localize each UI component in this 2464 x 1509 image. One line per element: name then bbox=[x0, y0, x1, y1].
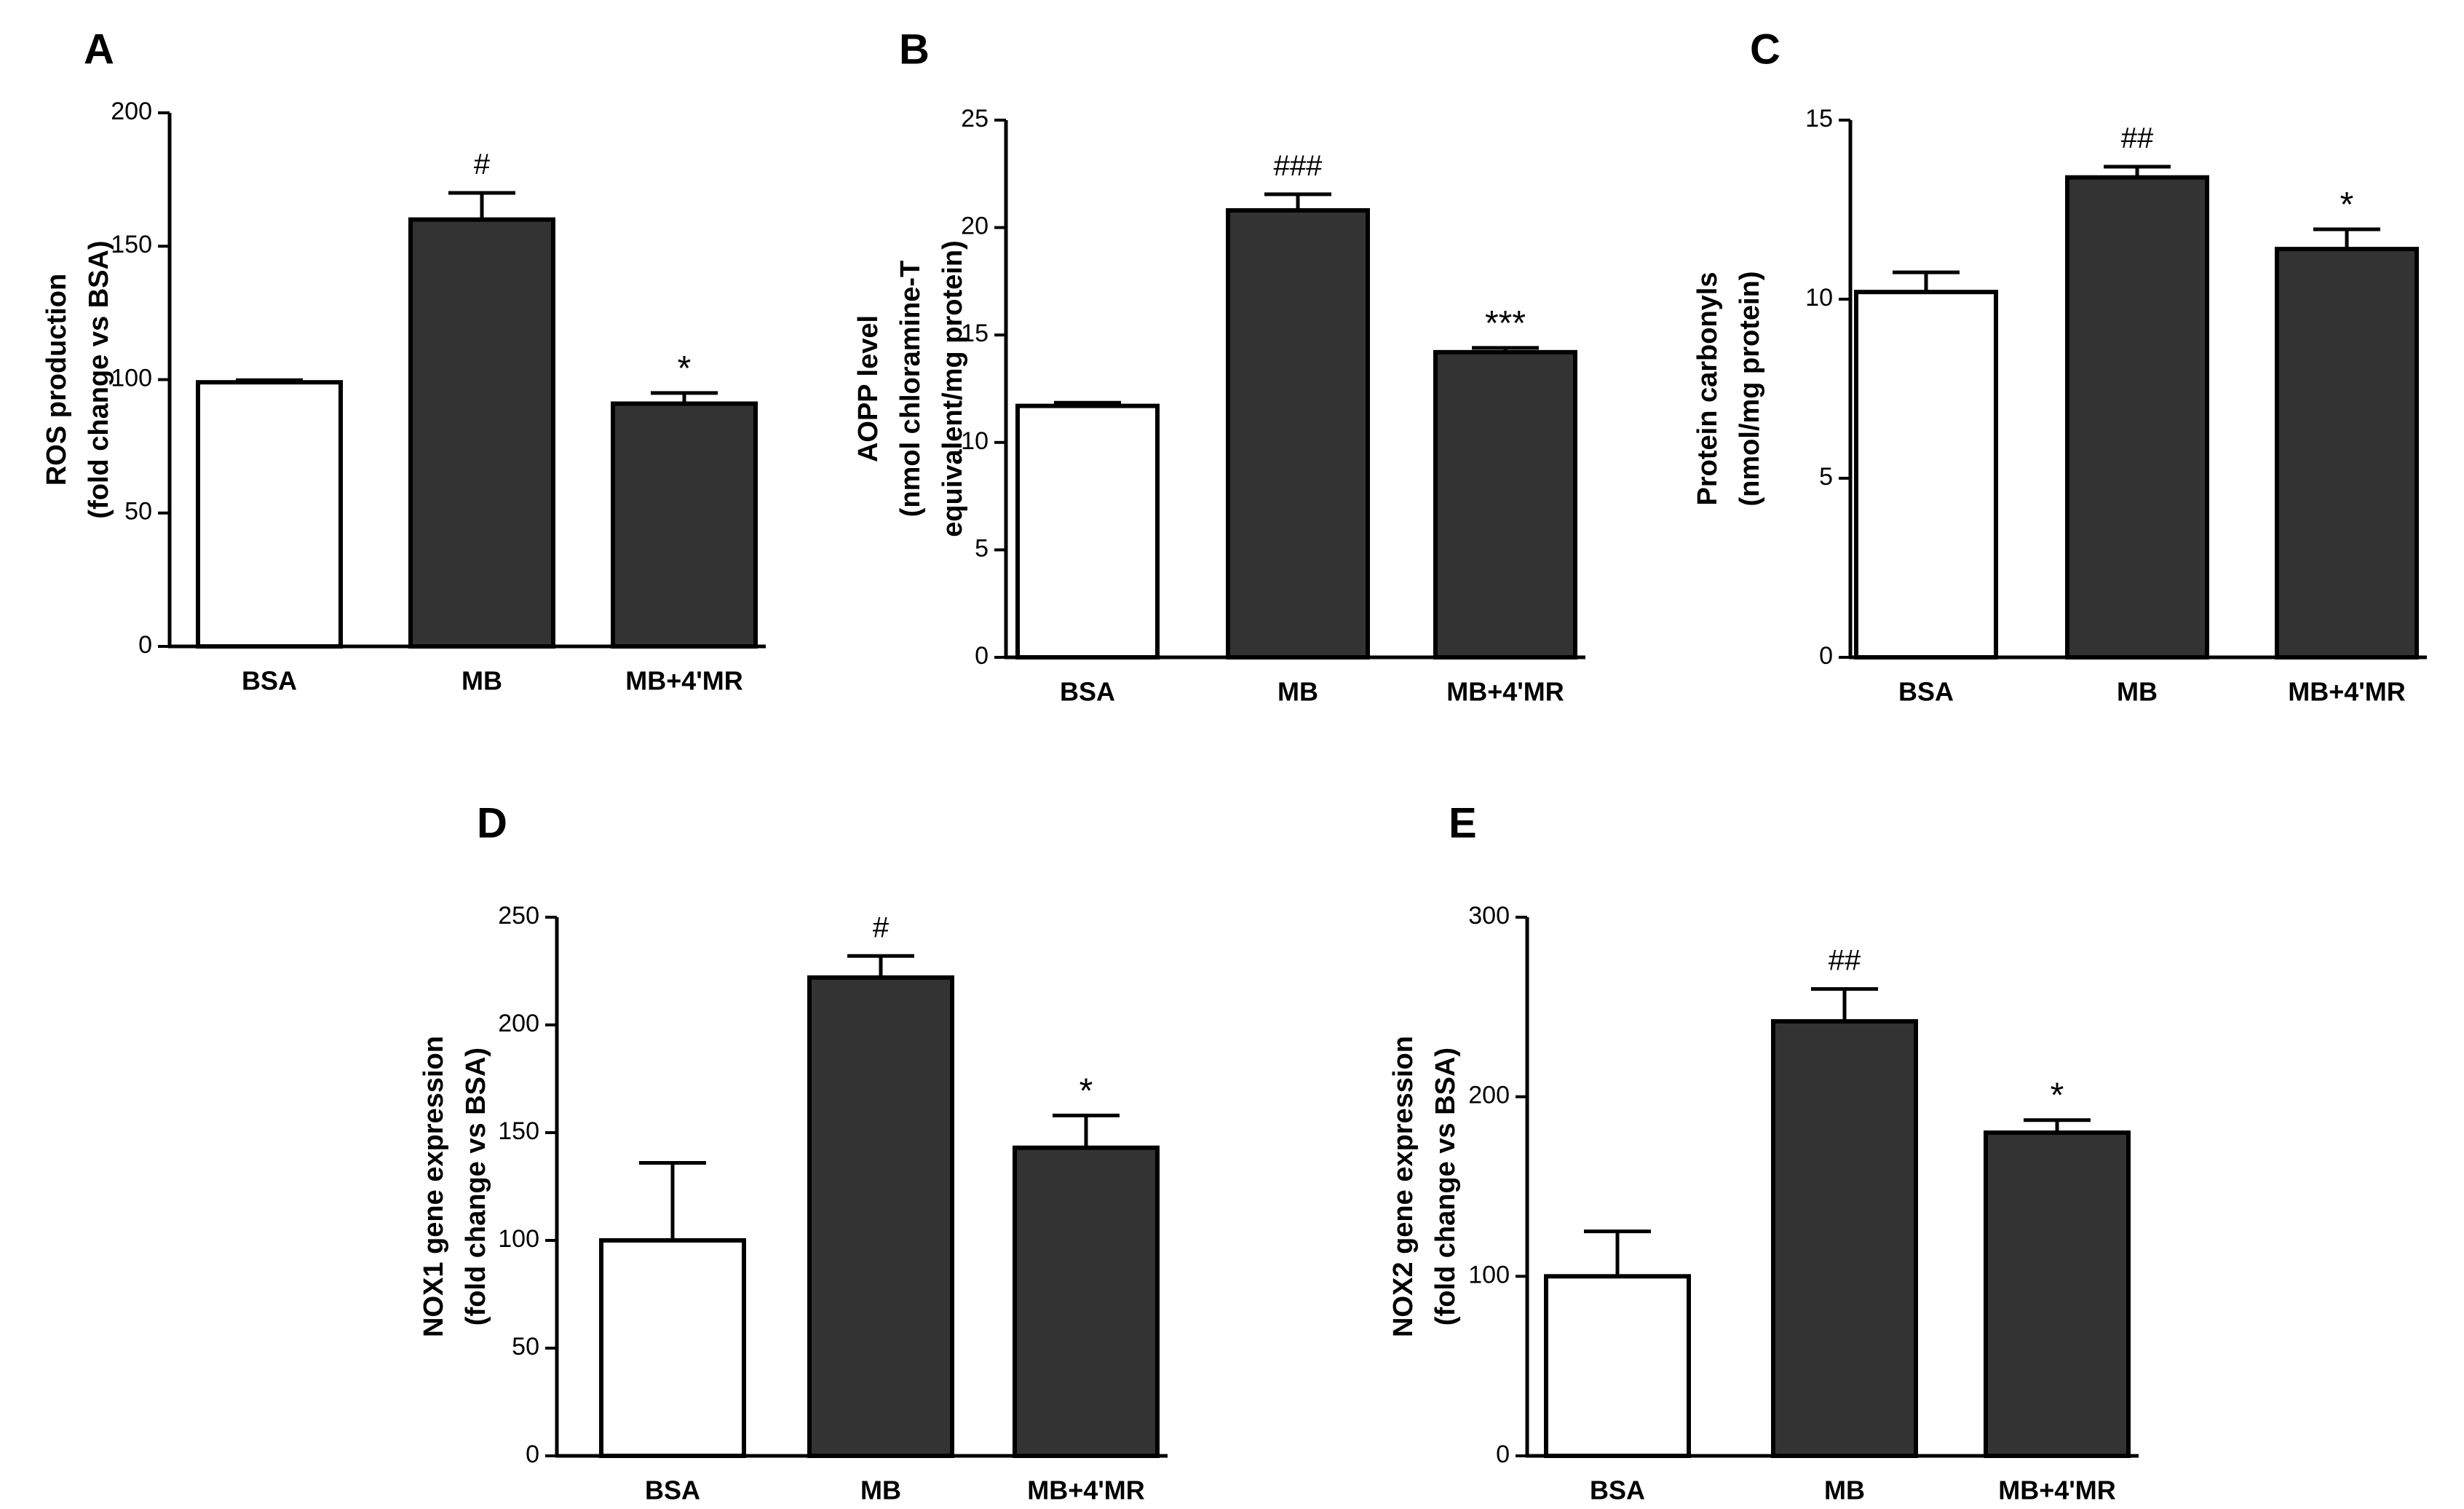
y-tick-label: 100 bbox=[1468, 1261, 1510, 1288]
significance-marker: # bbox=[474, 148, 491, 181]
y-tick-label: 300 bbox=[1468, 902, 1510, 930]
bar-mb-4-mr bbox=[1433, 349, 1577, 660]
bar-bsa bbox=[1015, 403, 1160, 660]
bar-bsa bbox=[1544, 1274, 1691, 1459]
y-axis-label-line: NOX1 gene expression bbox=[419, 1036, 449, 1337]
panel-b: B 0 5 10 15 20 25 AOPP level (nmol chloramine-T e… bbox=[853, 25, 1585, 707]
y-tick-label: 5 bbox=[975, 534, 989, 562]
y-axis-label-line: (fold change vs BSA) bbox=[84, 240, 114, 518]
bar-mb bbox=[1226, 207, 1370, 660]
x-tick-label: BSA bbox=[645, 1476, 700, 1505]
y-tick-label: 200 bbox=[1468, 1082, 1510, 1109]
panel-letter: C bbox=[1750, 25, 1780, 73]
bar-bsa bbox=[1854, 290, 1998, 660]
panel-letter: E bbox=[1449, 799, 1477, 847]
y-axis-label-line: AOPP level bbox=[853, 315, 884, 462]
significance-marker: ## bbox=[2121, 122, 2154, 154]
y-tick-label: 250 bbox=[498, 902, 539, 930]
panel-letter: A bbox=[84, 25, 114, 73]
x-tick-label: MB+4'MR bbox=[1027, 1476, 1145, 1505]
bar-bsa bbox=[599, 1238, 746, 1458]
y-tick-label: 15 bbox=[961, 320, 989, 347]
y-tick-label: 0 bbox=[975, 642, 989, 670]
y-tick-label: 10 bbox=[961, 427, 989, 455]
y-tick-label: 100 bbox=[498, 1225, 539, 1253]
significance-marker: * bbox=[2340, 186, 2354, 224]
y-tick-label: 150 bbox=[111, 231, 152, 258]
x-tick-label: MB bbox=[1824, 1476, 1865, 1505]
significance-marker: ### bbox=[1274, 150, 1323, 182]
x-tick-label: BSA bbox=[1060, 677, 1115, 707]
y-tick-label: 5 bbox=[1819, 463, 1833, 491]
x-tick-label: MB+4'MR bbox=[1446, 677, 1564, 707]
significance-marker: *** bbox=[1485, 304, 1526, 343]
y-tick-label: 10 bbox=[1805, 284, 1833, 312]
y-tick-label: 200 bbox=[498, 1010, 539, 1037]
significance-marker: * bbox=[678, 349, 692, 388]
y-tick-label: 20 bbox=[961, 213, 989, 240]
significance-marker: * bbox=[1080, 1072, 1093, 1110]
y-tick-label: 100 bbox=[111, 364, 152, 392]
y-axis-label-line: NOX2 gene expression bbox=[1388, 1036, 1419, 1337]
x-tick-label: MB+4'MR bbox=[625, 666, 743, 696]
y-axis-label-line: (nmol/mg protein) bbox=[1735, 272, 1765, 507]
x-tick-label: BSA bbox=[1898, 677, 1954, 707]
panel-c: C 0 5 10 15 Protein carbonyls (nmol/mg protein… bbox=[1692, 25, 2427, 707]
y-axis-label-line: equivalent/mg protein) bbox=[938, 240, 968, 536]
bar-mb bbox=[1771, 1019, 1918, 1458]
y-axis-label-line: ROS production bbox=[41, 274, 72, 486]
y-tick-label: 50 bbox=[124, 498, 152, 526]
significance-marker: * bbox=[2051, 1077, 2064, 1115]
significance-marker: # bbox=[873, 911, 890, 943]
panel-d: D 0 50 100 150 200 250 NOX1 gene expression (fol… bbox=[419, 799, 1168, 1505]
panel-letter: D bbox=[477, 799, 507, 847]
y-tick-label: 25 bbox=[961, 105, 989, 132]
x-tick-label: BSA bbox=[1590, 1476, 1645, 1505]
y-tick-label: 0 bbox=[1496, 1441, 1510, 1468]
bar-mb-4-mr bbox=[611, 401, 758, 649]
y-tick-label: 0 bbox=[1819, 642, 1833, 670]
x-tick-label: MB bbox=[860, 1476, 901, 1505]
y-tick-label: 150 bbox=[498, 1117, 539, 1145]
significance-marker: ## bbox=[1829, 945, 1861, 977]
x-tick-label: MB+4'MR bbox=[1998, 1476, 2116, 1505]
y-axis-label-line: (fold change vs BSA) bbox=[1430, 1047, 1461, 1326]
y-tick-label: 50 bbox=[512, 1333, 539, 1361]
bar-mb bbox=[807, 975, 954, 1458]
x-tick-label: MB bbox=[1277, 677, 1318, 707]
panel-e: E 0 100 200 300 NOX2 gene expression (fold cha… bbox=[1388, 799, 2139, 1505]
panel-a: A 0 50 100 150 200 ROS production (fold change … bbox=[41, 25, 766, 696]
y-tick-label: 15 bbox=[1805, 105, 1833, 132]
y-tick-label: 0 bbox=[526, 1441, 539, 1468]
bar-bsa bbox=[196, 380, 343, 649]
x-tick-label: MB+4'MR bbox=[2288, 677, 2406, 707]
y-tick-label: 200 bbox=[111, 98, 152, 125]
y-axis-label-line: Protein carbonyls bbox=[1692, 272, 1723, 506]
bar-mb-4-mr bbox=[2275, 247, 2419, 660]
panel-letter: B bbox=[899, 25, 930, 73]
bar-mb-4-mr bbox=[1984, 1130, 2131, 1458]
bar-mb bbox=[2065, 175, 2209, 660]
y-tick-label: 0 bbox=[138, 631, 152, 659]
bar-mb bbox=[408, 217, 555, 649]
y-axis-label-line: (nmol chloramine-T bbox=[895, 261, 926, 518]
x-tick-label: BSA bbox=[242, 666, 297, 696]
x-tick-label: MB bbox=[2117, 677, 2158, 707]
y-axis-label-line: (fold change vs BSA) bbox=[461, 1047, 491, 1326]
x-tick-label: MB bbox=[461, 666, 502, 696]
bar-mb-4-mr bbox=[1013, 1145, 1160, 1458]
